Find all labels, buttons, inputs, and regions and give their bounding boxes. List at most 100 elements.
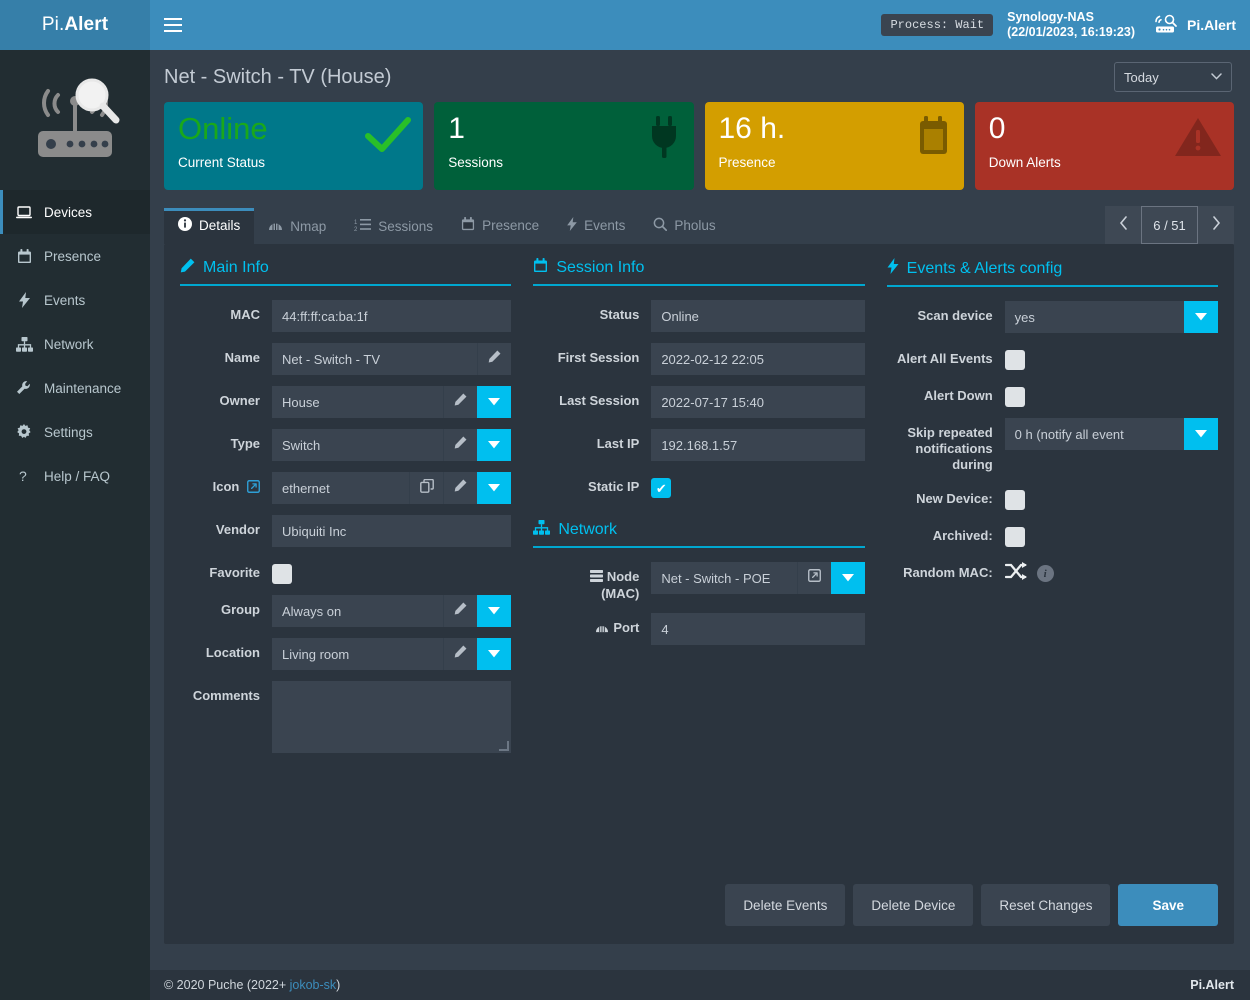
- kpi-card-current-status[interactable]: Online Current Status: [164, 102, 424, 190]
- reset-changes-button[interactable]: Reset Changes: [981, 884, 1111, 926]
- shuffle-icon: [1004, 562, 1027, 585]
- tab-pholus[interactable]: Pholus: [639, 208, 729, 244]
- kpi-card-presence[interactable]: 16 h. Presence: [704, 102, 964, 190]
- last-ip-input[interactable]: 192.168.1.57: [651, 429, 865, 461]
- alert-all-events-checkbox[interactable]: [1004, 350, 1025, 370]
- kpi-card-sessions[interactable]: 1 Sessions: [434, 102, 694, 190]
- icon-dropdown-button[interactable]: [477, 472, 512, 504]
- kpi-value: Online: [178, 111, 268, 146]
- group-edit-button[interactable]: [443, 595, 478, 627]
- icon-edit-button[interactable]: [443, 472, 478, 504]
- pager-prev-button[interactable]: [1105, 206, 1141, 244]
- calendar-icon: [916, 116, 952, 161]
- brand-right-label: Pi.Alert: [1186, 17, 1236, 33]
- brand-right[interactable]: Pi.Alert: [1153, 14, 1236, 37]
- new-device-checkbox[interactable]: [1004, 490, 1025, 510]
- location-edit-button[interactable]: [443, 638, 478, 670]
- favorite-checkbox[interactable]: [272, 564, 292, 584]
- period-filter-select[interactable]: Today: [1114, 62, 1232, 92]
- type-input[interactable]: Switch: [272, 429, 444, 461]
- sidebar-item-devices[interactable]: Devices: [0, 190, 150, 234]
- wrench-icon: [14, 380, 34, 396]
- pencil-icon: [180, 258, 195, 278]
- sidebar-item-maintenance[interactable]: Maintenance: [0, 366, 150, 410]
- sidebar-item-settings[interactable]: Settings: [0, 410, 150, 454]
- location-dropdown-button[interactable]: [477, 638, 512, 670]
- group-dropdown-button[interactable]: [477, 595, 512, 627]
- delete-events-button[interactable]: Delete Events: [725, 884, 846, 926]
- first-session-input[interactable]: 2022-02-12 22:05: [651, 343, 865, 375]
- node-input[interactable]: Net - Switch - POE: [651, 562, 797, 594]
- tab-label: Events: [584, 218, 626, 233]
- pager-next-button[interactable]: [1198, 206, 1234, 244]
- owner-edit-button[interactable]: [443, 386, 478, 418]
- sidebar-item-presence[interactable]: Presence: [0, 234, 150, 278]
- field-owner: Owner House: [180, 386, 512, 418]
- sidebar-item-network[interactable]: Network: [0, 322, 150, 366]
- delete-device-button[interactable]: Delete Device: [853, 884, 974, 926]
- node-dropdown-button[interactable]: [830, 562, 865, 594]
- sidebar: Devices Presence Events Network: [0, 50, 150, 1000]
- type-dropdown-button[interactable]: [477, 429, 512, 461]
- tab-presence[interactable]: Presence: [447, 208, 553, 244]
- skip-repeated-dropdown-button[interactable]: [1183, 418, 1218, 450]
- name-input[interactable]: Net - Switch - TV: [272, 343, 478, 375]
- kpi-value: 0: [988, 112, 1006, 145]
- status-input[interactable]: Online: [651, 300, 865, 332]
- alert-down-checkbox[interactable]: [1004, 387, 1025, 407]
- scan-device-select[interactable]: yes: [1004, 301, 1184, 333]
- sitemap-icon: [14, 336, 34, 352]
- pencil-icon: [454, 436, 467, 454]
- last-session-input[interactable]: 2022-07-17 15:40: [651, 386, 865, 418]
- icon-copy-button[interactable]: [409, 472, 444, 504]
- field-label-line1: Skip repeated: [907, 425, 993, 440]
- archived-checkbox[interactable]: [1004, 527, 1025, 547]
- sidebar-item-label: Devices: [44, 204, 93, 220]
- app-logo[interactable]: Pi. Alert: [0, 0, 150, 50]
- sidebar-item-label: Network: [44, 336, 94, 352]
- hamburger-icon[interactable]: [150, 0, 196, 50]
- owner-input[interactable]: House: [272, 386, 444, 418]
- main-content: Net - Switch - TV (House) Today Online C…: [150, 50, 1250, 970]
- section-header-main-info: Main Info: [180, 258, 512, 286]
- location-input[interactable]: Living room: [272, 638, 444, 670]
- field-control: Switch: [272, 429, 512, 461]
- save-button[interactable]: Save: [1118, 884, 1218, 926]
- field-label: Status: [599, 307, 640, 322]
- icon-input[interactable]: ethernet: [272, 472, 410, 504]
- static-ip-checkbox[interactable]: [651, 478, 672, 498]
- tab-details[interactable]: Details: [164, 208, 255, 244]
- author-link[interactable]: jokob-sk: [289, 978, 337, 992]
- top-bar: Pi. Alert Process: Wait Synology-NAS (22/…: [0, 0, 1250, 50]
- tab-nmap[interactable]: Nmap: [254, 209, 340, 244]
- field-control: [272, 681, 512, 753]
- chevron-right-icon: [1212, 216, 1221, 234]
- scan-device-dropdown-button[interactable]: [1183, 301, 1218, 333]
- node-open-button[interactable]: [796, 562, 831, 594]
- name-edit-button[interactable]: [477, 343, 512, 375]
- tab-events[interactable]: Events: [553, 208, 639, 244]
- comments-textarea[interactable]: [272, 681, 512, 753]
- sidebar-item-events[interactable]: Events: [0, 278, 150, 322]
- type-edit-button[interactable]: [443, 429, 478, 461]
- field-static-ip: Static IP: [533, 472, 864, 498]
- info-icon[interactable]: i: [1036, 565, 1054, 582]
- field-control: [1004, 344, 1218, 370]
- vendor-input[interactable]: Ubiquiti Inc: [272, 515, 512, 547]
- details-panel: Main Info MAC 44:ff:ff:ca:ba:1f Name Net…: [164, 244, 1234, 944]
- port-input[interactable]: 4: [651, 613, 865, 645]
- info-circle-icon: [178, 217, 192, 234]
- external-link-icon[interactable]: [247, 480, 260, 493]
- skip-repeated-select[interactable]: 0 h (notify all event: [1004, 418, 1184, 450]
- kpi-card-down-alerts[interactable]: 0 Down Alerts: [974, 102, 1234, 190]
- group-input[interactable]: Always on: [272, 595, 444, 627]
- field-control: 2022-02-12 22:05: [651, 343, 865, 375]
- bolt-icon: [887, 258, 899, 279]
- mac-input[interactable]: 44:ff:ff:ca:ba:1f: [272, 300, 512, 332]
- sidebar-item-help-faq[interactable]: ? Help / FAQ: [0, 454, 150, 498]
- owner-dropdown-button[interactable]: [477, 386, 512, 418]
- pencil-icon: [454, 602, 467, 620]
- field-last-ip: Last IP 192.168.1.57: [533, 429, 865, 461]
